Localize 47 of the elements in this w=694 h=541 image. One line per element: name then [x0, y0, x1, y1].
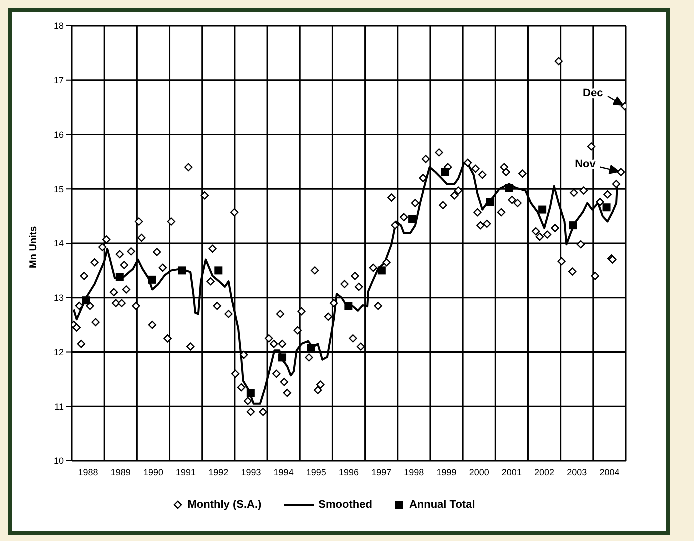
point: [378, 266, 386, 275]
point: [116, 273, 124, 282]
point: [505, 184, 514, 192]
x-tick-label: 1989: [110, 467, 131, 478]
point: [307, 344, 316, 352]
point: [408, 215, 417, 224]
x-tick-label: 2000: [469, 467, 490, 478]
x-tick-label: 1988: [78, 467, 98, 478]
x-tick-label: 1991: [176, 467, 196, 478]
x-tick-label: 1997: [372, 467, 392, 478]
point: [82, 296, 90, 305]
legend-label: Monthly (S.A.): [188, 499, 262, 511]
x-tick-label: 1999: [436, 467, 457, 478]
x-tick-label: 1996: [338, 467, 360, 478]
y-tick-label: 14: [54, 238, 64, 249]
x-tick-label: 1993: [241, 467, 262, 478]
point: [569, 222, 578, 230]
x-tick-label: 1994: [274, 467, 294, 478]
point: [278, 354, 287, 362]
legend-label: Annual Total: [409, 499, 476, 511]
point: [148, 276, 156, 284]
x-tick-label: 2002: [534, 467, 555, 478]
y-tick-label: 12: [54, 347, 64, 358]
point: [441, 168, 450, 176]
x-tick-label: 1998: [404, 467, 424, 478]
y-tick-label: 11: [54, 402, 64, 412]
y-tick-label: 16: [54, 130, 64, 140]
x-tick-label: 2003: [567, 467, 588, 478]
x-tick-label: 2004: [600, 467, 620, 478]
y-tick-label: 13: [54, 293, 64, 304]
point: [538, 206, 547, 214]
point: [602, 204, 611, 212]
point: [214, 266, 223, 275]
x-tick-label: 1992: [208, 467, 229, 478]
y-tick-label: 17: [54, 76, 64, 86]
x-tick-label: 1990: [143, 467, 164, 478]
y-axis-title: Mn Units: [28, 226, 40, 268]
point: [246, 389, 255, 398]
point: [344, 302, 353, 310]
legend-label: Smoothed: [318, 499, 372, 511]
point: [486, 198, 494, 206]
y-tick-label: 10: [54, 456, 64, 466]
point: [178, 266, 186, 275]
x-tick-label: 1995: [306, 467, 326, 478]
y-tick-label: 15: [54, 184, 64, 194]
y-tick-label: 18: [54, 21, 64, 32]
x-tick-label: 2001: [502, 467, 522, 478]
